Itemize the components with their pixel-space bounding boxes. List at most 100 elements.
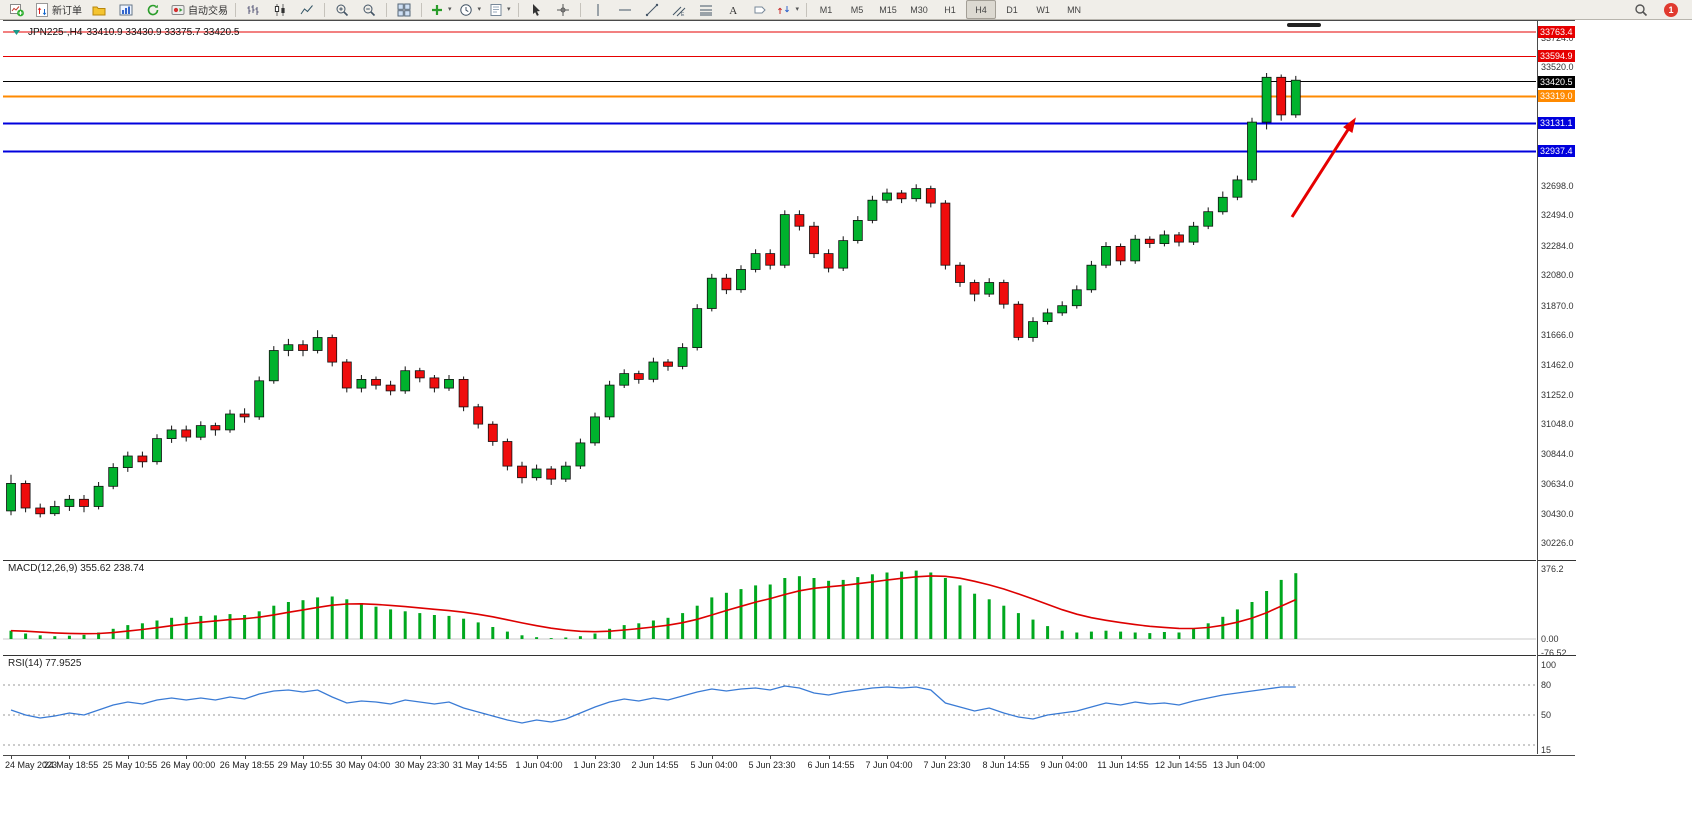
macd-scale-label: 376.2: [1541, 564, 1564, 574]
macd-histogram: [9, 570, 1298, 639]
trendline-icon: [644, 2, 659, 17]
chart-title: JPN225-,H4 33410.9 33430.9 33375.7 33420…: [9, 25, 239, 40]
quote-panel-toggle-icon[interactable]: [9, 25, 24, 40]
candles-icon: [273, 2, 288, 17]
time-axis-label: 26 May 00:00: [160, 760, 216, 770]
price-scale-label: 30634.0: [1541, 479, 1574, 489]
chart-profiles-button[interactable]: [86, 0, 112, 19]
resistance-line-1-price-label: 33763.4: [1538, 26, 1575, 38]
new-chart-icon: [10, 2, 25, 17]
time-axis-label: 11 Jun 14:55: [1097, 760, 1149, 770]
macd-indicator-label: MACD(12,26,9) 355.62 238.74: [8, 563, 145, 574]
main-chart-canvas[interactable]: [3, 21, 1536, 754]
vline-icon: [590, 2, 605, 17]
new-chart-button[interactable]: [4, 0, 30, 19]
price-scale-label: 30430.0: [1541, 509, 1574, 519]
svg-text:E: E: [681, 12, 685, 17]
templates-button[interactable]: ▾: [485, 0, 514, 19]
equidistant-channel-button[interactable]: E: [666, 0, 692, 19]
time-axis-label: 25 May 10:55: [102, 760, 158, 770]
fibonacci-button[interactable]: [693, 0, 719, 19]
vertical-line-button[interactable]: [585, 0, 611, 19]
timeframe-d1-button[interactable]: D1: [1006, 4, 1018, 15]
time-tick: [1237, 756, 1238, 759]
new-order-button[interactable]: 新订单: [31, 0, 85, 19]
timeframe-m15-button[interactable]: M15: [879, 4, 897, 15]
cursor-button[interactable]: [523, 0, 549, 19]
chart-window: JPN225-,H4 33410.9 33430.9 33375.7 33420…: [3, 20, 1576, 774]
horizontal-line-button[interactable]: [612, 0, 638, 19]
search-button[interactable]: [1628, 0, 1654, 19]
profiles-icon: [92, 2, 107, 17]
time-tick: [1004, 756, 1005, 759]
market-watch-icon: [119, 2, 134, 17]
price-scale-label: 30844.0: [1541, 449, 1574, 459]
timeframe-m1-button[interactable]: M1: [819, 4, 833, 15]
arrows-icon: [777, 2, 792, 17]
macd-scale-label: 0.00: [1541, 634, 1559, 644]
pivot-line-orange-price-label: 33319.0: [1538, 90, 1575, 102]
time-axis-label: 24 May 2023: [5, 760, 58, 770]
price-scale-label: 33724.0: [1541, 33, 1574, 43]
chart-scrollbar-thumb[interactable]: [1287, 23, 1321, 27]
timeframe-m5-button[interactable]: M5: [850, 4, 864, 15]
time-tick: [420, 756, 421, 759]
chevron-down-icon: ▾: [448, 6, 452, 13]
toolbar-separator: [579, 2, 581, 17]
toolbar-separator: [386, 2, 387, 17]
arrows-button[interactable]: ▾: [774, 0, 803, 19]
price-axis[interactable]: 33724.0 33520.0 32698.0 32494.0 32284.0 32080…: [1537, 21, 1576, 755]
candles-mode-button[interactable]: [267, 0, 293, 19]
time-tick: [303, 756, 304, 759]
chevron-down-icon: ▾: [795, 6, 800, 13]
time-axis[interactable]: 24 May 2023 24 May 18:55 25 May 10:55 26 Ma…: [3, 755, 1575, 774]
template-icon: [488, 2, 503, 17]
time-axis-label: 24 May 18:55: [43, 760, 99, 770]
zoom-in-button[interactable]: [329, 0, 355, 19]
time-tick: [1062, 756, 1063, 759]
price-scale-label: 33520.0: [1541, 62, 1574, 72]
timeframe-mn-button[interactable]: MN: [1067, 4, 1082, 15]
price-scale-label: 30226.0: [1541, 538, 1574, 548]
trendline-button[interactable]: [639, 0, 665, 19]
time-tick: [887, 756, 888, 759]
price-scale-label: 31252.0: [1541, 390, 1574, 400]
autotrading-button[interactable]: 自动交易: [167, 0, 231, 19]
label-button[interactable]: [747, 0, 773, 19]
bars-icon: [246, 2, 261, 17]
periods-button[interactable]: ▾: [456, 0, 485, 19]
line-mode-button[interactable]: [294, 0, 320, 19]
rsi-scale-label: 50: [1541, 710, 1552, 720]
price-scale-label: 32284.0: [1541, 241, 1574, 251]
time-axis-label: 8 Jun 14:55: [982, 760, 1030, 770]
ohlc-values-label: 33410.9 33430.9 33375.7 33420.5: [86, 27, 240, 38]
refresh-button[interactable]: [140, 0, 166, 19]
timeframe-h4-button[interactable]: H4: [966, 0, 997, 19]
axis-separator: [1538, 655, 1576, 656]
time-axis-label: 30 May 04:00: [335, 760, 391, 770]
timeframe-w1-button[interactable]: W1: [1036, 4, 1050, 15]
autotrading-icon: [170, 2, 185, 17]
time-axis-label: 13 Jun 04:00: [1212, 760, 1266, 770]
channel-icon: E: [671, 2, 686, 17]
rsi-indicator-label: RSI(14) 77.9525: [8, 658, 82, 669]
trend-arrow[interactable]: [1290, 117, 1356, 218]
tile-windows-button[interactable]: [391, 0, 417, 19]
timeframe-m30-button[interactable]: M30: [910, 4, 928, 15]
refresh-icon: [146, 2, 161, 17]
time-axis-label: 9 Jun 04:00: [1040, 760, 1088, 770]
zoom-out-button[interactable]: [356, 0, 382, 19]
timeframe-h1-button[interactable]: H1: [944, 4, 956, 15]
tile-icon: [397, 2, 412, 17]
indicators-button[interactable]: ▾: [426, 0, 455, 19]
text-button[interactable]: A: [720, 0, 746, 19]
price-scale-label: 32080.0: [1541, 270, 1574, 280]
crosshair-button[interactable]: [550, 0, 576, 19]
time-tick: [1179, 756, 1180, 759]
time-tick: [653, 756, 654, 759]
market-watch-button[interactable]: [113, 0, 139, 19]
notification-badge[interactable]: 1: [1664, 2, 1678, 17]
bars-mode-button[interactable]: [240, 0, 266, 19]
time-tick: [186, 756, 187, 759]
